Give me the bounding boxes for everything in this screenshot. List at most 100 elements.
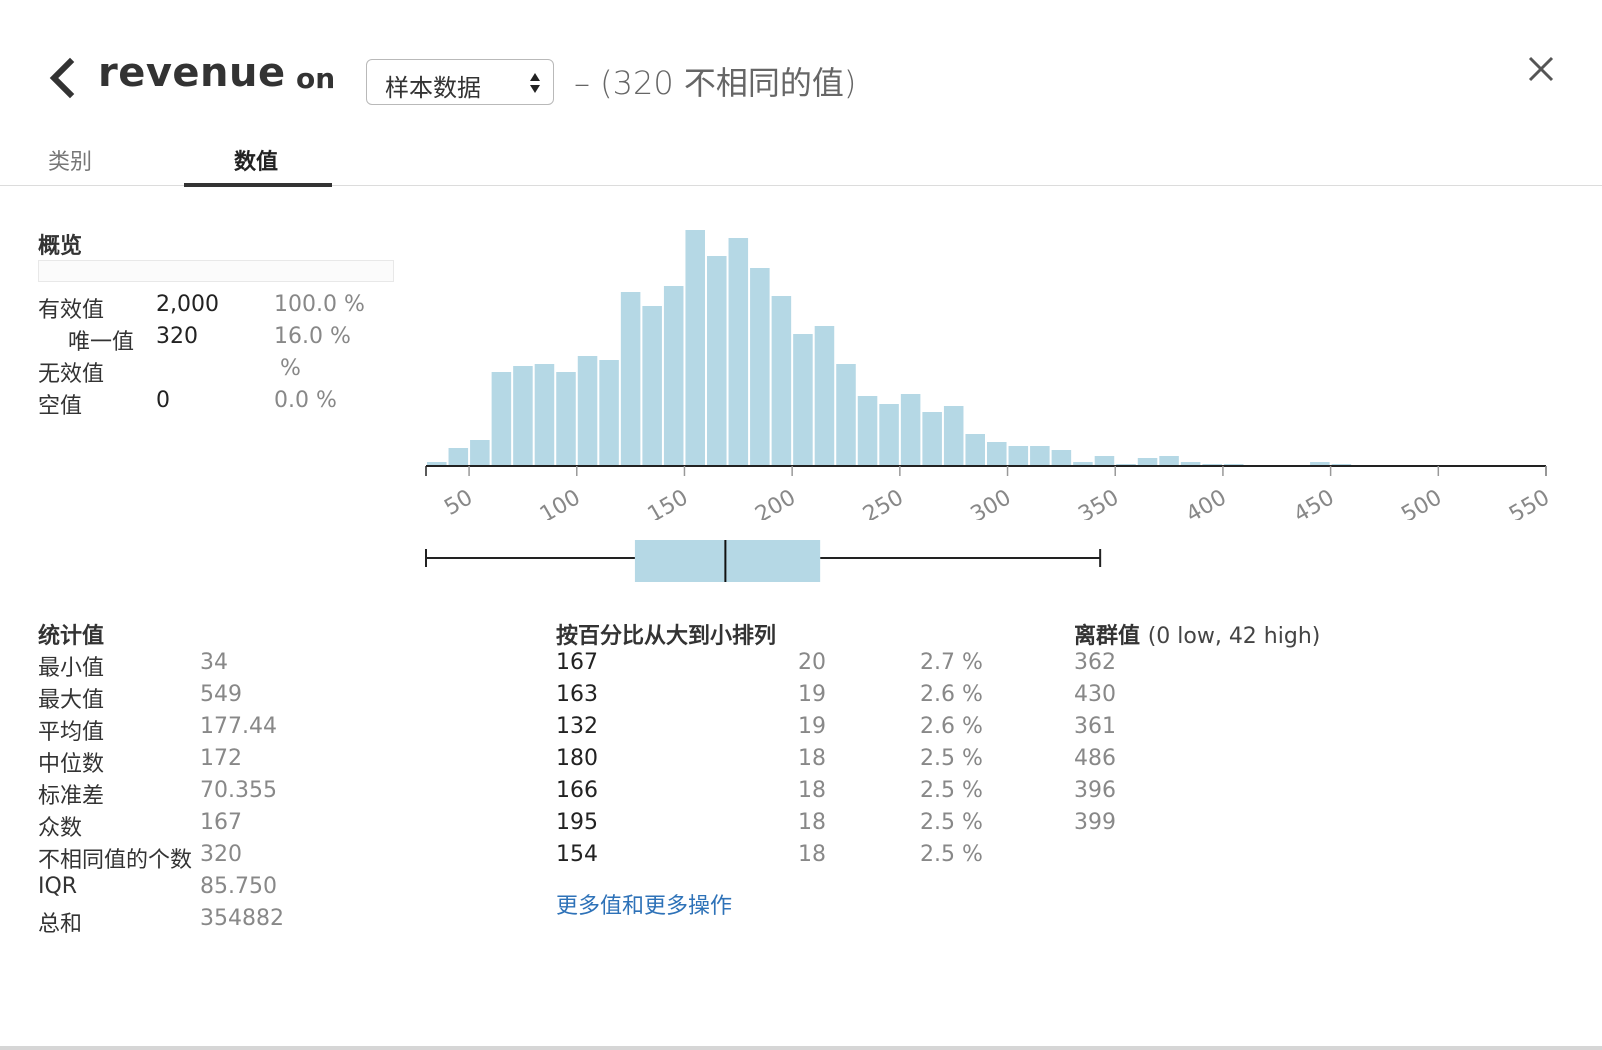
histogram-bar [1137, 458, 1158, 466]
histogram-bar [556, 372, 576, 466]
x-axis-tick-label: 400 [1182, 485, 1231, 520]
histogram-bar [513, 366, 533, 466]
histogram-bars [427, 230, 1352, 466]
outlier-value: 486 [1074, 746, 1116, 771]
stat-label-iqr: IQR [38, 874, 78, 899]
outliers-title-text: 离群值 [1074, 624, 1141, 649]
top-value-count: 18 [798, 778, 826, 803]
boxplot-box [634, 540, 821, 582]
x-axis-tick-label: 450 [1290, 485, 1339, 520]
stat-label-mode: 众数 [38, 816, 83, 841]
footer-divider [0, 1046, 1602, 1050]
close-icon [1528, 56, 1554, 82]
stat-value-sum: 354882 [200, 906, 284, 931]
overview-pct-empty: 0.0 % [274, 388, 337, 413]
top-value-count: 18 [798, 810, 826, 835]
stat-label-distinct: 不相同值的个数 [38, 848, 193, 873]
histogram-bar [599, 360, 619, 466]
histogram-bar [1051, 450, 1072, 466]
chevron-left-icon [49, 57, 75, 99]
top-values-title: 按百分比从大到小排列 [556, 624, 777, 649]
histogram-bar [922, 412, 942, 466]
histogram-bar [900, 394, 921, 466]
overview-count-unique: 320 [156, 324, 198, 349]
outlier-value: 396 [1074, 778, 1116, 803]
tab-numeric[interactable]: 数值 [234, 150, 279, 175]
histogram-bar [642, 306, 662, 466]
top-value-pct: 2.6 % [920, 682, 983, 707]
histogram-bar [943, 406, 964, 466]
stat-value-mean: 177.44 [200, 714, 277, 739]
x-axis-tick-label: 100 [536, 485, 585, 520]
overview-label-invalid: 无效值 [38, 362, 105, 387]
top-value-pct: 2.5 % [920, 746, 983, 771]
histogram-bar [534, 364, 555, 466]
histogram-bar [1030, 446, 1050, 466]
histogram-chart: 50 100 150 200 250 300 350 400 450 500 550 [425, 230, 1554, 520]
top-value-count: 20 [798, 650, 826, 675]
top-value: 167 [556, 650, 598, 675]
top-value: 195 [556, 810, 598, 835]
tab-categorical[interactable]: 类别 [48, 150, 93, 175]
histogram-bar [470, 440, 490, 466]
overview-label-valid: 有效值 [38, 298, 105, 323]
overview-count-valid: 2,000 [156, 292, 219, 317]
top-value-count: 18 [798, 746, 826, 771]
outliers-title: 离群值 (0 low, 42 high) [1074, 618, 1320, 650]
close-button[interactable] [1524, 52, 1558, 86]
histogram-bar [814, 326, 835, 466]
outlier-value: 361 [1074, 714, 1116, 739]
select-arrows-icon [530, 73, 540, 93]
top-value: 154 [556, 842, 598, 867]
histogram-bar [1159, 456, 1179, 466]
outliers-subtitle: (0 low, 42 high) [1147, 624, 1321, 649]
histogram-bar [491, 372, 512, 466]
stat-value-distinct: 320 [200, 842, 242, 867]
x-axis-tick-label: 300 [967, 485, 1016, 520]
x-axis-tick-label: 550 [1505, 485, 1554, 520]
top-value-pct: 2.7 % [920, 650, 983, 675]
histogram-bar [750, 268, 770, 466]
outlier-value: 430 [1074, 682, 1116, 707]
histogram-bar [427, 462, 447, 466]
top-value: 163 [556, 682, 598, 707]
x-axis-tick-label: 350 [1074, 485, 1123, 520]
top-value-count: 19 [798, 682, 826, 707]
overview-pct-valid: 100.0 % [274, 292, 365, 317]
histogram-bar [685, 230, 705, 466]
stat-label-min: 最小值 [38, 656, 105, 681]
histogram-bar [793, 334, 813, 466]
top-value-count: 19 [798, 714, 826, 739]
histogram-bar [857, 396, 878, 466]
back-button[interactable] [44, 56, 80, 100]
top-value-pct: 2.6 % [920, 714, 983, 739]
stat-value-mode: 167 [200, 810, 242, 835]
histogram-bar [1073, 462, 1093, 466]
statistics-title: 统计值 [38, 624, 105, 649]
sample-select[interactable]: 样本数据 [366, 59, 554, 105]
histogram-bar [577, 356, 598, 466]
histogram-bar [987, 442, 1007, 466]
top-value-count: 18 [798, 842, 826, 867]
x-axis-tick-label: 150 [644, 485, 693, 520]
histogram-bar [707, 256, 727, 466]
distinct-summary: – (320 不相同的值) [574, 64, 857, 102]
overview-title: 概览 [38, 234, 83, 259]
more-values-link[interactable]: 更多值和更多操作 [556, 894, 733, 919]
x-axis-tick-label: 200 [751, 485, 800, 520]
x-axis-tick-label: 250 [859, 485, 908, 520]
histogram-bar [1310, 462, 1330, 466]
tab-divider [0, 185, 1602, 186]
histogram-bar [771, 296, 792, 466]
stat-label-sum: 总和 [38, 912, 83, 937]
histogram-bar [1180, 462, 1201, 466]
histogram-bar [879, 404, 899, 466]
stat-label-max: 最大值 [38, 688, 105, 713]
active-tab-indicator [184, 183, 332, 187]
overview-label-empty: 空值 [38, 394, 83, 419]
histogram-x-axis: 50 100 150 200 250 300 350 400 450 500 550 [425, 465, 1554, 520]
overview-count-empty: 0 [156, 388, 170, 413]
outlier-value: 362 [1074, 650, 1116, 675]
stat-value-stddev: 70.355 [200, 778, 277, 803]
validity-bar [38, 260, 394, 282]
